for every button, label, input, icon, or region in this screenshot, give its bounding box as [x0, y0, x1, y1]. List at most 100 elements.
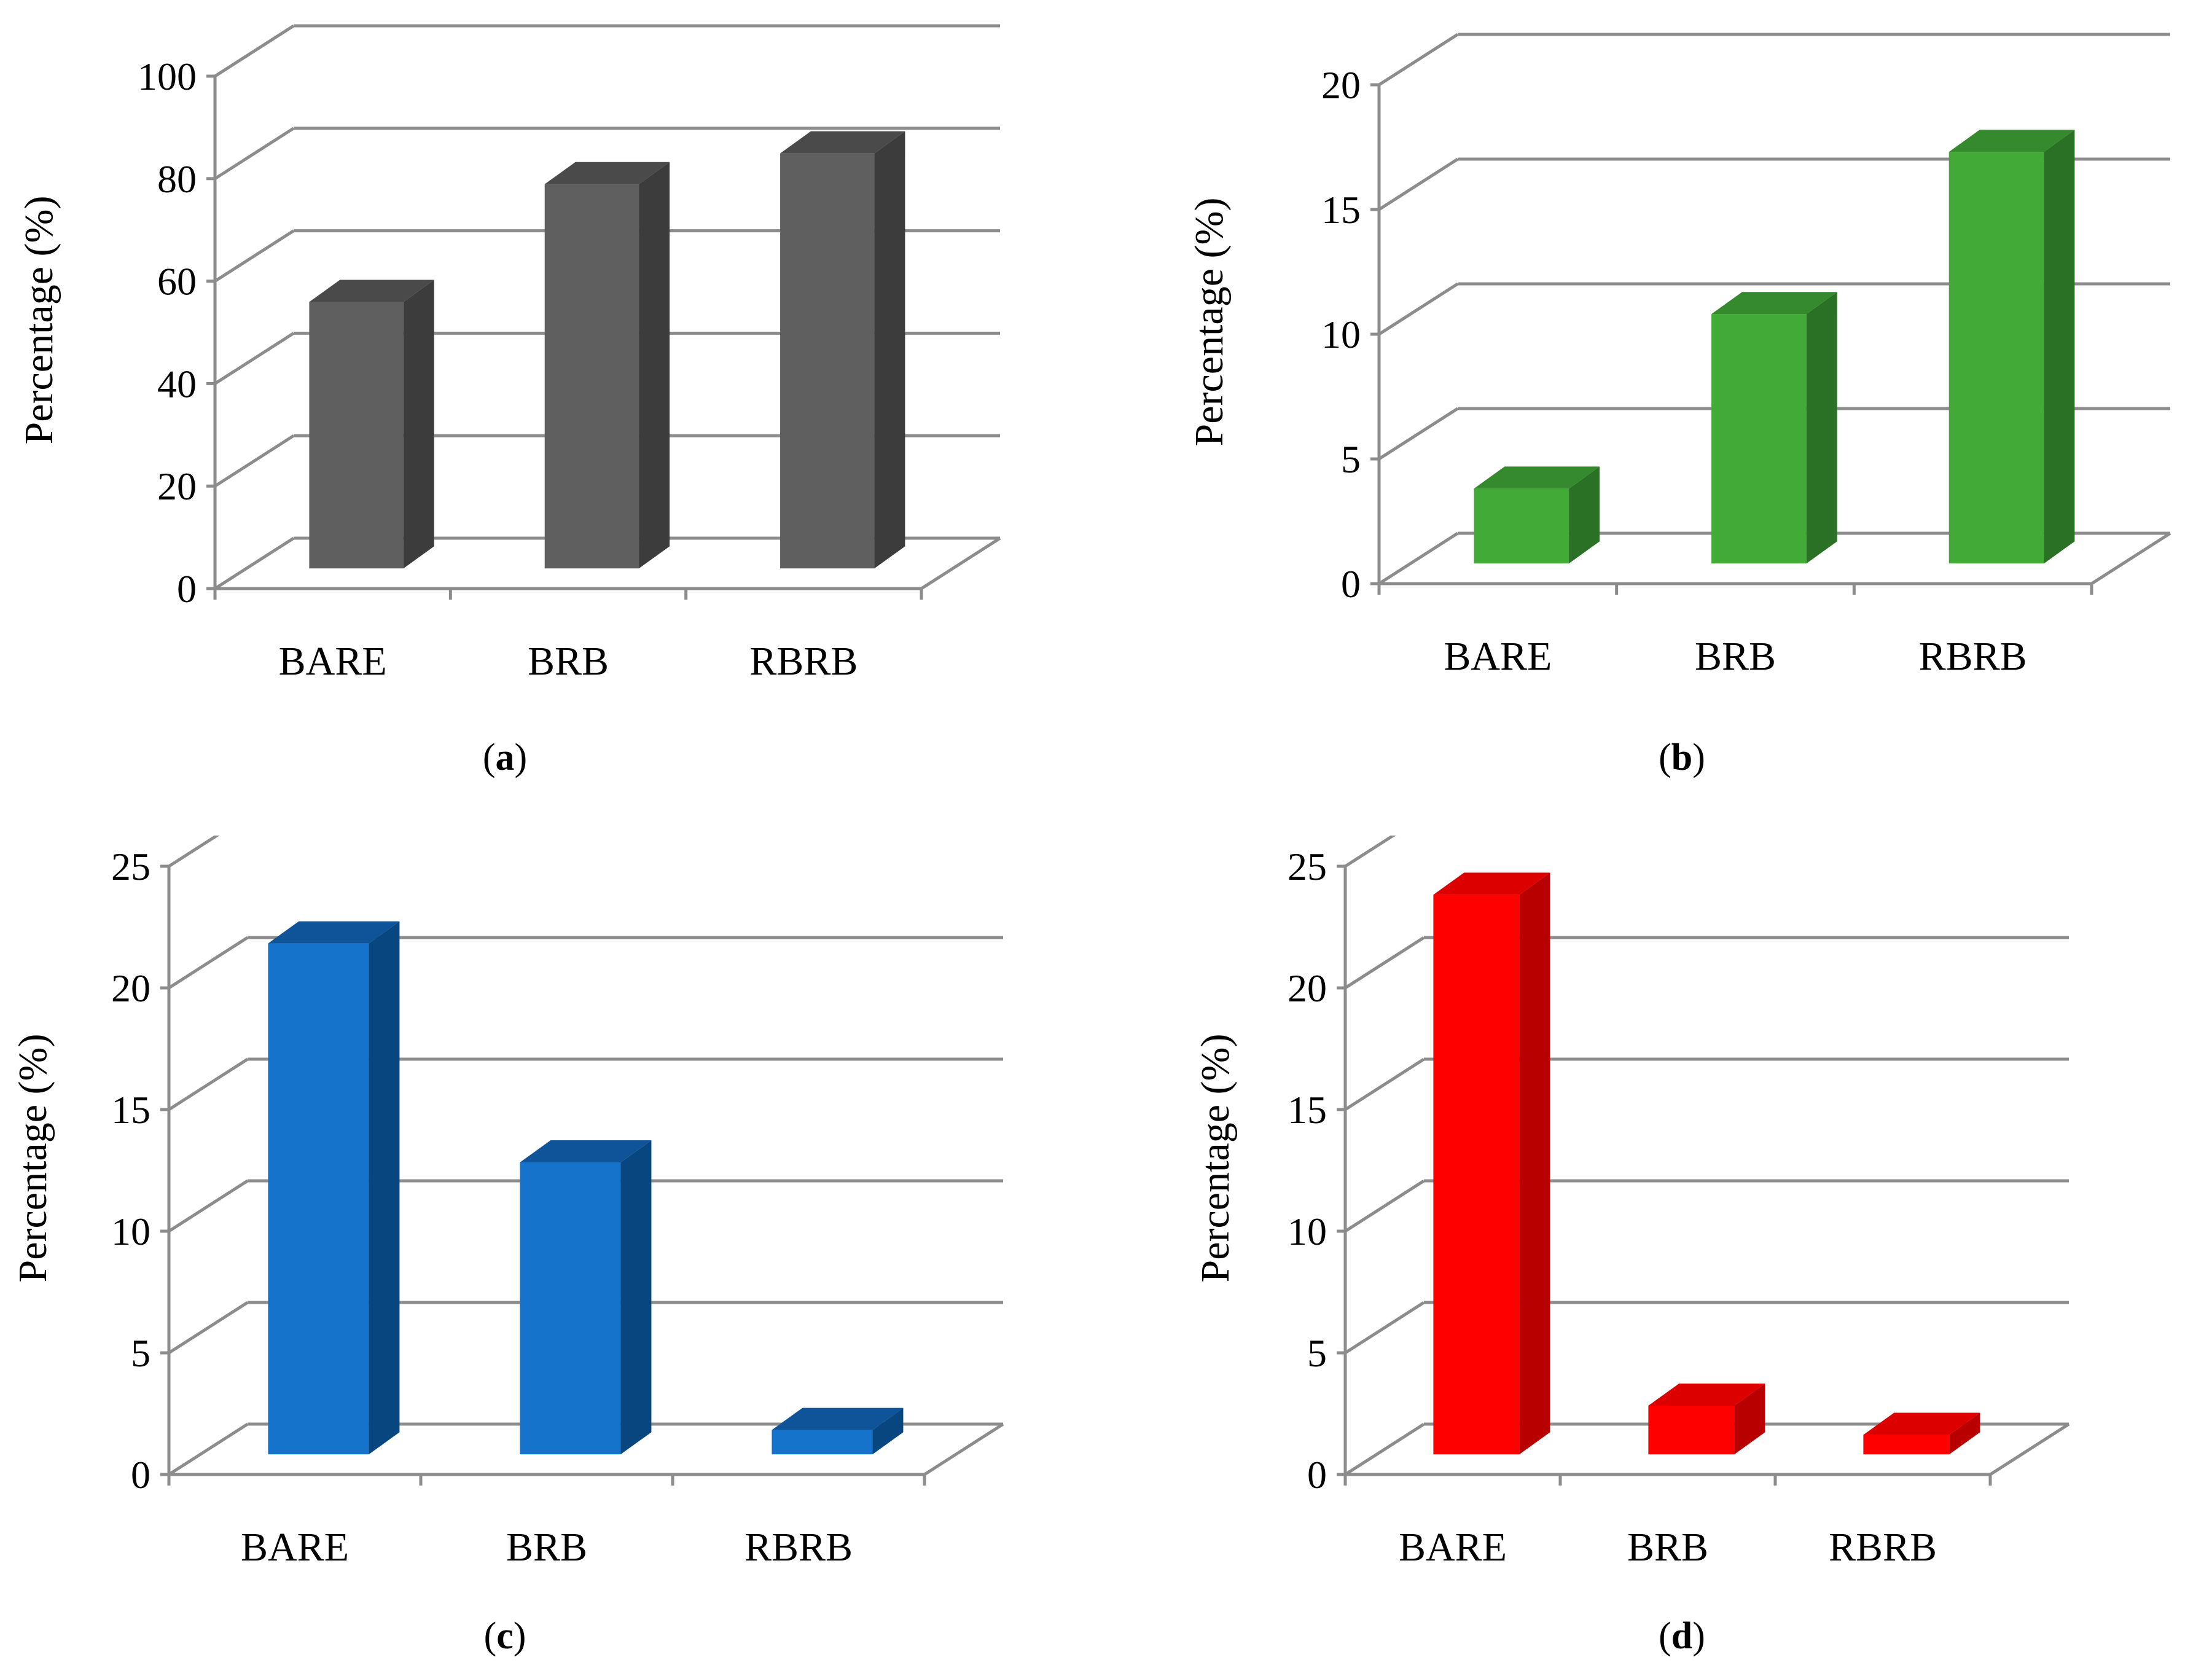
bar-top — [780, 131, 905, 154]
bar-front — [1433, 895, 1520, 1455]
gridline-side — [1344, 936, 1425, 990]
bar-side — [1806, 292, 1837, 564]
gridline-side — [168, 936, 249, 990]
panel-caption-d: (d) — [1659, 1615, 1705, 1657]
bar-top — [1648, 1384, 1765, 1406]
gridline-side — [1344, 1301, 1425, 1355]
gridline-side — [168, 1301, 249, 1355]
gridline-side — [214, 536, 295, 590]
y-tick-label: 5 — [1307, 1331, 1327, 1375]
floor-edge — [1989, 1422, 2070, 1476]
x-tick-label: RBRB — [744, 1525, 853, 1570]
chart-panel-a: 0 20 40 60 80 100 Percentage (%) BARE BRB RBRB — [0, 0, 1044, 725]
bar-side — [874, 131, 905, 569]
bar-brb — [1648, 1384, 1765, 1455]
bar-top — [309, 280, 434, 302]
y-tick-label: 80 — [157, 157, 197, 201]
gridline-side — [1378, 33, 1459, 87]
y-tick-label: 15 — [1321, 188, 1361, 232]
chart-svg: 0 5 10 15 20 25 Percentage (%) BARE BRB RBRB — [10, 814, 1004, 1570]
bar-side — [1949, 1412, 1980, 1455]
bar-bare — [1474, 466, 1600, 564]
x-tick-label: BARE — [241, 1525, 349, 1570]
bar-rbrb — [780, 131, 905, 569]
chart-svg: 0 5 10 15 20 25 Percentage (%) BARE BRB RBRB — [1193, 814, 2070, 1570]
bar-front — [1474, 488, 1569, 564]
bar-top — [520, 1140, 652, 1162]
bar-side — [1519, 872, 1550, 1455]
bar-bare — [1433, 872, 1550, 1455]
bar-brb — [520, 1140, 652, 1455]
bar-front — [772, 1430, 873, 1455]
x-tick-label: BARE — [279, 639, 387, 684]
bar-front — [309, 302, 404, 569]
gridline-side — [168, 1179, 249, 1233]
x-tick-label: BRB — [1695, 634, 1776, 679]
gridline-side — [1344, 1422, 1425, 1476]
gridline-side — [214, 229, 295, 283]
x-tick-label: RBRB — [749, 639, 858, 684]
y-tick-label: 0 — [1341, 562, 1361, 606]
x-tick-label: BRB — [528, 639, 609, 684]
bar-front — [520, 1162, 621, 1455]
gridline-side — [214, 24, 295, 78]
bar-bare — [309, 280, 434, 569]
y-tick-label: 0 — [131, 1453, 150, 1497]
gridline-side — [1344, 1179, 1425, 1233]
bar-side — [2044, 130, 2075, 564]
panel-caption-a: (a) — [482, 737, 528, 778]
bar-brb — [544, 162, 670, 569]
gridline-side — [168, 1422, 249, 1476]
x-tick-label: BRB — [1627, 1525, 1708, 1570]
floor-edge — [2090, 531, 2171, 585]
bar-top — [1474, 466, 1600, 489]
panel-caption-c: (c) — [483, 1615, 526, 1657]
bar-side — [403, 280, 434, 569]
floor-edge — [920, 536, 1001, 590]
gridline-side — [1378, 407, 1459, 461]
y-tick-label: 20 — [1288, 966, 1327, 1010]
y-tick-label: 5 — [1341, 437, 1361, 481]
y-tick-label: 20 — [1321, 63, 1361, 107]
bar-front — [1948, 152, 2044, 564]
bar-top — [1711, 292, 1837, 315]
y-tick-label: 25 — [1288, 845, 1327, 888]
chart-panel-c: 0 5 10 15 20 25 Percentage (%) BARE BRB RBRB — [0, 814, 1044, 1610]
y-axis-title: Percentage (%) — [1193, 1034, 1238, 1283]
gridline-side — [1378, 157, 1459, 211]
y-tick-label: 10 — [111, 1210, 150, 1253]
bar-top — [772, 1408, 904, 1430]
bar-rbrb — [1948, 130, 2075, 564]
chart-panel-b: 0 5 10 15 20 Percentage (%) BARE BRB RBRB — [1106, 0, 2212, 725]
bar-bare — [268, 921, 400, 1455]
bar-rbrb — [772, 1408, 904, 1455]
x-tick-label: BRB — [506, 1525, 587, 1570]
bar-front — [780, 153, 875, 569]
bar-top — [1863, 1412, 1980, 1435]
bar-top — [1948, 130, 2075, 152]
bar-front — [544, 184, 639, 569]
bar-front — [1711, 314, 1807, 564]
chart-svg: 0 5 10 15 20 Percentage (%) BARE BRB RBRB — [1187, 33, 2171, 679]
chart-panel-d: 0 5 10 15 20 25 Percentage (%) BARE BRB RBRB — [1106, 814, 2212, 1610]
y-tick-label: 5 — [131, 1331, 150, 1375]
bar-top — [1433, 872, 1550, 895]
gridline-side — [214, 127, 295, 180]
y-tick-label: 25 — [111, 845, 150, 888]
y-tick-label: 15 — [111, 1088, 150, 1132]
x-tick-label: RBRB — [1919, 634, 2027, 679]
bar-rbrb — [1863, 1412, 1980, 1455]
y-axis-title: Percentage (%) — [1187, 198, 1232, 447]
y-tick-label: 15 — [1288, 1088, 1327, 1132]
bar-front — [268, 943, 369, 1455]
gridline-side — [1378, 282, 1459, 336]
y-tick-label: 20 — [111, 966, 150, 1010]
gridline-side — [214, 332, 295, 385]
x-tick-label: BARE — [1399, 1525, 1507, 1570]
bar-side — [1569, 466, 1600, 564]
x-tick-label: BARE — [1444, 634, 1552, 679]
y-tick-label: 100 — [138, 55, 197, 98]
gridline-side — [1344, 1057, 1425, 1111]
y-axis-title: Percentage (%) — [10, 1034, 55, 1283]
y-tick-label: 40 — [157, 362, 197, 405]
